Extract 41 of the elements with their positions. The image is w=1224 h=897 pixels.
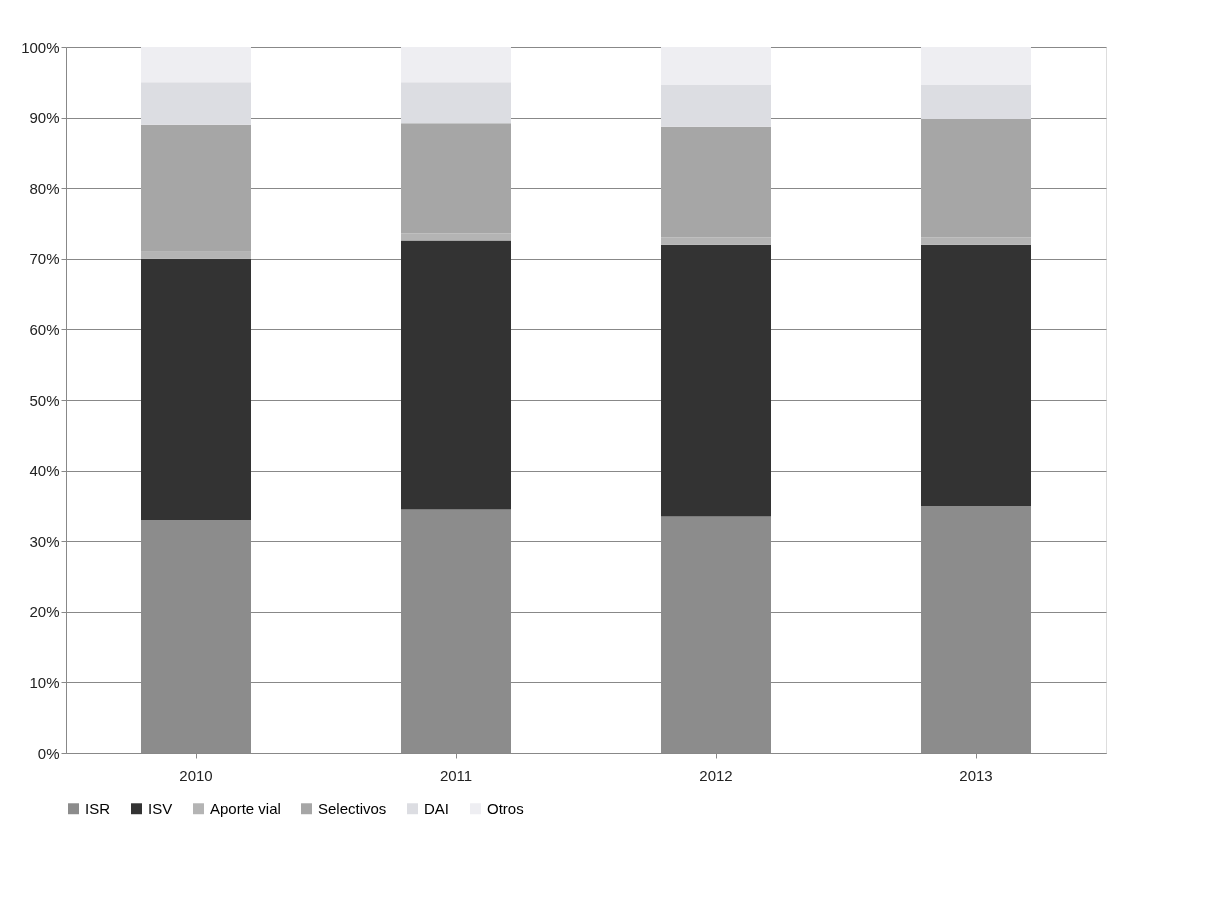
x-tick-label: 2010 [179, 766, 213, 784]
legend-label: ISR [85, 799, 111, 817]
legend-label: Selectivos [318, 799, 387, 817]
y-tick-label: 70% [29, 250, 60, 268]
y-tick-label: 100% [21, 38, 60, 56]
legend-label: Aporte vial [210, 799, 281, 817]
bar [141, 47, 251, 83]
bar [921, 237, 1031, 245]
x-tick-label: 2011 [439, 766, 473, 784]
y-tick-label: 10% [29, 673, 60, 691]
bar [141, 82, 251, 125]
y-tick-label: 60% [29, 320, 60, 338]
y-tick-label: 80% [29, 179, 60, 197]
bar [921, 119, 1031, 238]
legend-label: DAI [424, 799, 450, 817]
bar [401, 233, 511, 241]
bar [401, 82, 511, 124]
bar [661, 85, 771, 127]
bar [921, 47, 1031, 86]
bar [661, 244, 771, 517]
bar [661, 237, 771, 245]
y-tick-label: 0% [37, 744, 60, 762]
bar [141, 258, 251, 521]
legend-label: Otros [487, 799, 524, 817]
legend-label: ISV [148, 799, 173, 817]
bar [661, 126, 771, 238]
y-tick-label: 40% [29, 462, 60, 480]
y-tick-label: 90% [29, 109, 60, 127]
bar [401, 240, 511, 510]
bar [401, 123, 511, 234]
bar [141, 251, 251, 259]
x-tick-label: 2012 [699, 766, 733, 784]
y-tick-label: 30% [29, 532, 60, 550]
bar [401, 47, 511, 83]
y-tick-label: 20% [29, 603, 60, 621]
bar [921, 85, 1031, 120]
x-tick-label: 2013 [959, 766, 993, 784]
bar [921, 244, 1031, 506]
bar [661, 47, 771, 86]
bar [141, 124, 251, 252]
y-tick-label: 50% [29, 391, 60, 409]
